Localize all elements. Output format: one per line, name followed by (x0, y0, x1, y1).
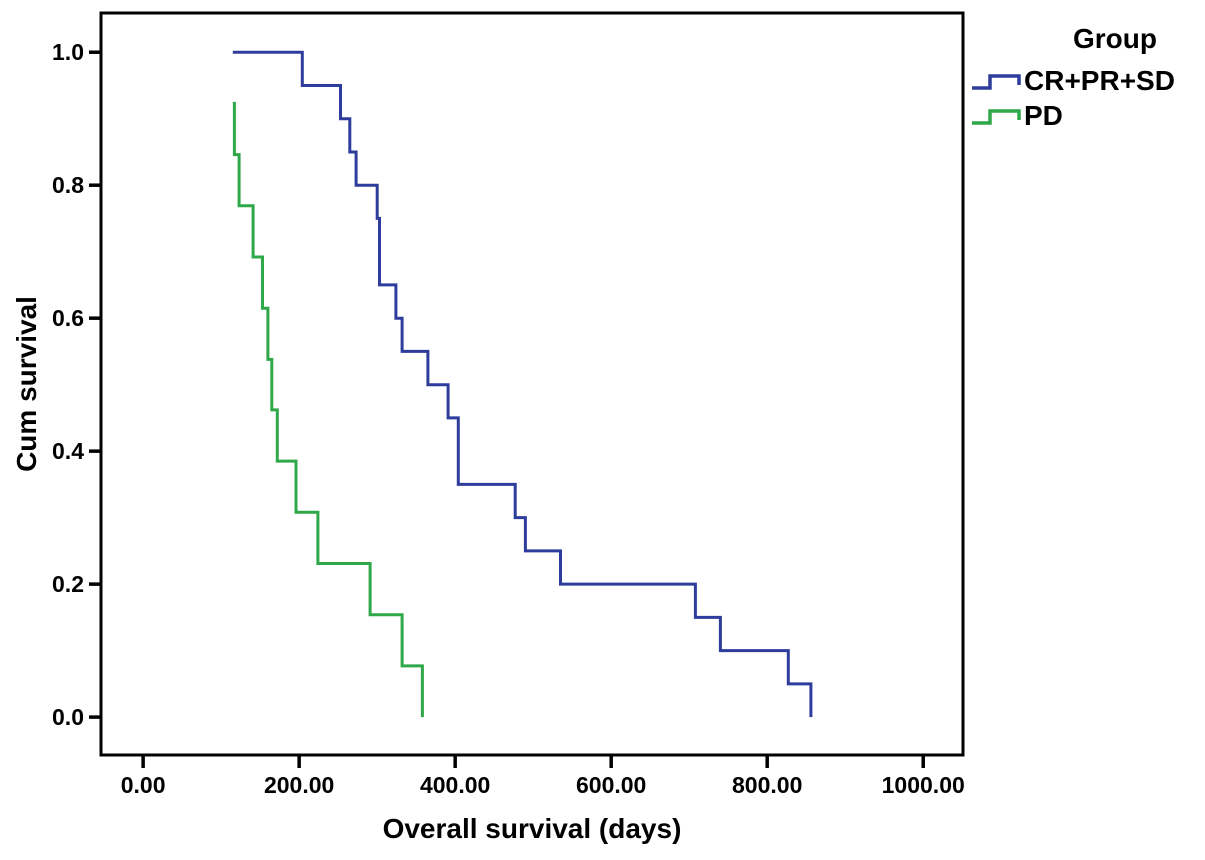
x-tick-label: 0.00 (121, 772, 166, 798)
y-tick-label: 0.4 (52, 438, 84, 464)
step-line-icon (972, 109, 1021, 126)
y-tick-label: 0.2 (52, 571, 84, 597)
x-axis-ticks: 0.00 200.00 400.00 600.00 800.00 1000.00 (121, 755, 965, 798)
legend-label-cr-pr-sd: CR+PR+SD (1024, 65, 1175, 96)
x-axis-title: Overall survival (days) (382, 813, 682, 844)
legend-item-cr-pr-sd: CR+PR+SD (970, 65, 1175, 97)
y-tick-label: 0.0 (52, 704, 84, 730)
legend-item-pd: PD (970, 100, 1063, 132)
survival-curve-pd (232, 101, 424, 718)
y-axis-title: Cum survival (11, 296, 42, 472)
x-tick-label: 1000.00 (882, 772, 965, 798)
x-tick-label: 400.00 (420, 772, 490, 798)
x-tick-label: 200.00 (264, 772, 334, 798)
survival-curves (232, 50, 813, 718)
x-tick-label: 800.00 (732, 772, 802, 798)
legend-label-pd: PD (1024, 100, 1063, 131)
plot-border (99, 11, 965, 757)
y-tick-label: 0.6 (52, 305, 84, 331)
y-tick-label: 0.8 (52, 172, 84, 198)
legend-title: Group (1073, 23, 1157, 54)
survival-curve-cr-pr-sd (232, 50, 813, 718)
x-tick-label: 600.00 (576, 772, 646, 798)
y-axis-ticks: 0.0 0.2 0.4 0.6 0.8 1.0 (52, 39, 101, 730)
y-tick-label: 1.0 (52, 39, 84, 65)
step-line-icon (972, 74, 1021, 91)
legend: Group CR+PR+SD PD (965, 14, 1205, 144)
